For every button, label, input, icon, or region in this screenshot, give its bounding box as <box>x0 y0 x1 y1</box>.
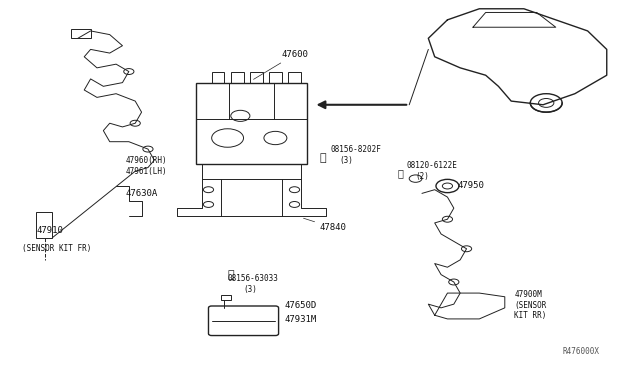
Text: 47900M: 47900M <box>515 291 542 299</box>
Text: (SENSOR KIT FR): (SENSOR KIT FR) <box>22 244 92 253</box>
Text: (3): (3) <box>244 285 257 294</box>
Text: Ⓑ: Ⓑ <box>227 270 234 280</box>
Text: 08156-63033: 08156-63033 <box>228 274 278 283</box>
Text: 47650D: 47650D <box>285 301 317 311</box>
Text: (SENSOR: (SENSOR <box>515 301 547 311</box>
Bar <box>269 71 282 83</box>
Text: Ⓑ: Ⓑ <box>398 168 404 178</box>
Text: 47931M: 47931M <box>285 315 317 324</box>
Text: 47630A: 47630A <box>125 189 158 198</box>
Text: R476000X: R476000X <box>562 347 599 356</box>
Text: (3): (3) <box>339 155 353 165</box>
Text: Ⓑ: Ⓑ <box>320 153 326 163</box>
Bar <box>212 71 225 83</box>
Text: (2): (2) <box>415 172 429 181</box>
Text: 47910: 47910 <box>36 226 63 235</box>
Text: 47961(LH): 47961(LH) <box>125 167 167 176</box>
Bar <box>231 71 244 83</box>
Text: 47840: 47840 <box>303 218 347 232</box>
Text: 47600: 47600 <box>253 50 308 79</box>
Bar <box>221 295 231 301</box>
Text: 47960(RH): 47960(RH) <box>125 155 167 165</box>
Text: KIT RR): KIT RR) <box>515 311 547 320</box>
Text: 08120-6122E: 08120-6122E <box>406 161 457 170</box>
Bar <box>36 212 52 238</box>
Bar <box>288 71 301 83</box>
Bar <box>72 29 91 38</box>
Bar <box>250 71 262 83</box>
Text: 08156-8202F: 08156-8202F <box>330 145 381 154</box>
Text: 47950: 47950 <box>457 182 484 190</box>
Bar <box>196 83 307 164</box>
